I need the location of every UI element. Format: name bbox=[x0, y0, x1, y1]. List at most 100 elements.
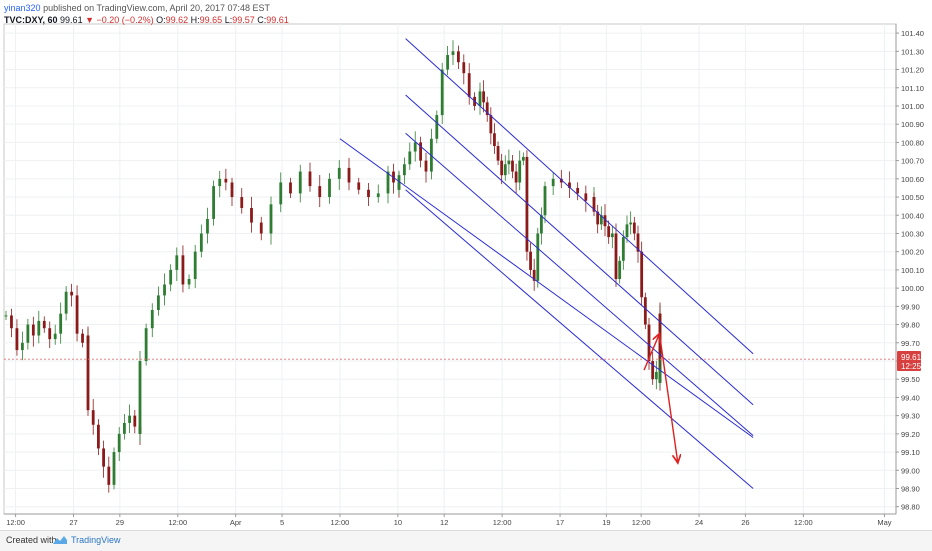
time-tick-label: 5 bbox=[280, 518, 284, 527]
channel-line bbox=[405, 189, 754, 489]
candle-body bbox=[496, 146, 500, 161]
time-tick-label: 12:00 bbox=[493, 518, 512, 527]
candle-body bbox=[419, 142, 422, 161]
low-value: 99.57 bbox=[232, 15, 255, 25]
candle-body bbox=[163, 284, 166, 296]
price-tick-label: 100.10 bbox=[901, 266, 924, 275]
candle-body bbox=[532, 269, 536, 281]
price-tick-label: 100.80 bbox=[901, 138, 924, 147]
price-tick-label: 100.40 bbox=[901, 211, 924, 220]
chart-header: yinan320 published on TradingView.com, A… bbox=[4, 2, 289, 26]
candle-body bbox=[559, 178, 563, 183]
candle-body bbox=[603, 215, 607, 227]
candle-body bbox=[525, 156, 529, 252]
candle-body bbox=[584, 193, 588, 201]
candle-body bbox=[607, 226, 611, 238]
candle-body bbox=[240, 197, 244, 208]
channel-line bbox=[405, 132, 754, 437]
projection-arrows[interactable] bbox=[643, 334, 678, 463]
candle-body bbox=[514, 171, 518, 183]
time-tick-label: May bbox=[877, 518, 891, 527]
candle-body bbox=[308, 171, 312, 187]
channel-line bbox=[339, 138, 754, 438]
close-value: 99.61 bbox=[266, 15, 289, 25]
candle-body bbox=[568, 182, 571, 188]
candle-body bbox=[21, 342, 24, 351]
symbol-name[interactable]: TVC:DXY, 60 bbox=[4, 15, 58, 25]
candle-body bbox=[157, 295, 160, 310]
candle-body bbox=[357, 182, 361, 190]
price-tick-label: 100.20 bbox=[901, 248, 924, 257]
time-tick-label: 24 bbox=[695, 518, 703, 527]
candle-body bbox=[26, 324, 30, 343]
channel-lines[interactable] bbox=[339, 38, 754, 489]
candle-body bbox=[328, 178, 331, 198]
price-tick-label: 99.20 bbox=[901, 430, 920, 439]
high-label: H: bbox=[190, 15, 200, 25]
candle-body bbox=[117, 433, 121, 453]
candle-body bbox=[529, 251, 532, 270]
candle-body bbox=[435, 115, 439, 139]
time-tick-label: 12:00 bbox=[168, 518, 187, 527]
candle-body bbox=[269, 204, 273, 234]
time-tick-label: 12 bbox=[440, 518, 448, 527]
candles bbox=[4, 40, 662, 493]
symbol-line: TVC:DXY, 60 99.61 ▼ −0.20 (−0.2%) O:99.6… bbox=[4, 14, 289, 26]
candle-body bbox=[647, 324, 651, 361]
candle-body bbox=[53, 333, 57, 340]
last-price: 99.61 bbox=[60, 15, 83, 25]
channel-line bbox=[405, 94, 754, 406]
candle-body bbox=[138, 360, 142, 434]
time-tick-label: Apr bbox=[230, 518, 242, 527]
candle-body bbox=[493, 133, 496, 147]
candle-body bbox=[75, 295, 79, 334]
candle-body bbox=[625, 224, 629, 238]
candle-body bbox=[500, 160, 504, 176]
tradingview-brand[interactable]: TradingView bbox=[71, 535, 121, 545]
candle-body bbox=[596, 211, 600, 225]
price-tick-label: 101.10 bbox=[901, 84, 924, 93]
candle-body bbox=[112, 452, 116, 485]
bar-countdown: 12:25 bbox=[901, 362, 922, 371]
candle-body bbox=[658, 357, 662, 360]
candle-body bbox=[651, 360, 655, 380]
candle-body bbox=[446, 54, 449, 70]
publish-info: published on TradingView.com, April 20, … bbox=[43, 3, 271, 13]
candle-body bbox=[97, 424, 100, 449]
candle-body bbox=[81, 333, 84, 343]
author-link[interactable]: yinan320 bbox=[4, 3, 41, 13]
candle-body bbox=[102, 448, 105, 467]
candle-body bbox=[640, 251, 644, 298]
price-axis[interactable]: 98.80 98.90 99.00 99.10 99.20 99.30 99.40 99.50… bbox=[896, 29, 924, 512]
price-tick-label: 99.80 bbox=[901, 321, 920, 330]
price-tick-label: 99.50 bbox=[901, 375, 920, 384]
candle-body bbox=[518, 160, 522, 183]
tradingview-logo-icon[interactable] bbox=[52, 535, 68, 545]
projection-arrow bbox=[643, 334, 659, 371]
price-tick-label: 99.00 bbox=[901, 466, 920, 475]
time-tick-label: 17 bbox=[556, 518, 564, 527]
candle-body bbox=[337, 167, 341, 179]
candle-body bbox=[86, 335, 90, 411]
price-tick-label: 98.80 bbox=[901, 503, 920, 512]
candle-body bbox=[536, 233, 540, 281]
candle-body bbox=[599, 215, 603, 225]
candle-body bbox=[643, 297, 647, 325]
candle-body bbox=[123, 422, 126, 434]
price-tick-label: 99.40 bbox=[901, 393, 920, 402]
candle-body bbox=[376, 193, 380, 198]
chart-grid bbox=[4, 24, 896, 514]
price-tick-label: 100.60 bbox=[901, 175, 924, 184]
time-axis[interactable]: 12:00 27 29 12:00 Apr 5 12:00 10 12 12:00 17 19 12:0… bbox=[6, 514, 892, 527]
candle-body bbox=[413, 142, 417, 152]
price-tick-label: 100.70 bbox=[901, 157, 924, 166]
candle-body bbox=[576, 187, 580, 194]
price-tick-label: 98.90 bbox=[901, 484, 920, 493]
candle-body bbox=[150, 309, 154, 329]
candle-body bbox=[614, 233, 618, 280]
created-with-text: Created with bbox=[6, 535, 57, 545]
candle-body bbox=[610, 233, 614, 238]
candle-body bbox=[478, 91, 482, 96]
price-tick-label: 101.20 bbox=[901, 66, 924, 75]
